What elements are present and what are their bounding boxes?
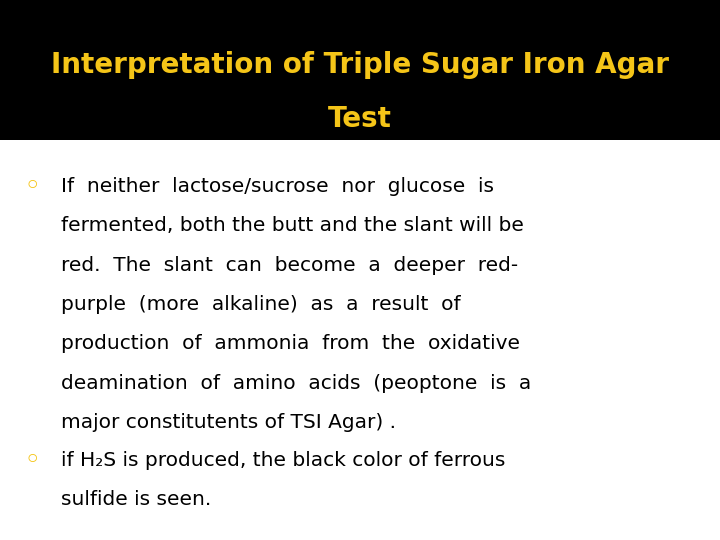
Text: purple  (more  alkaline)  as  a  result  of: purple (more alkaline) as a result of — [61, 295, 461, 314]
Text: Interpretation of Triple Sugar Iron Agar: Interpretation of Triple Sugar Iron Agar — [51, 51, 669, 79]
Text: deamination  of  amino  acids  (peoptone  is  a: deamination of amino acids (peoptone is … — [61, 374, 531, 393]
Text: red.  The  slant  can  become  a  deeper  red-: red. The slant can become a deeper red- — [61, 255, 518, 275]
Text: production  of  ammonia  from  the  oxidative: production of ammonia from the oxidative — [61, 334, 521, 354]
Text: major constitutents of TSI Agar) .: major constitutents of TSI Agar) . — [61, 413, 396, 433]
Text: ◦: ◦ — [24, 448, 40, 472]
Bar — [0, 0, 720, 140]
Text: ◦: ◦ — [24, 174, 40, 198]
Text: Test: Test — [328, 105, 392, 133]
Text: fermented, both the butt and the slant will be: fermented, both the butt and the slant w… — [61, 216, 524, 235]
Text: if H₂S is produced, the black color of ferrous: if H₂S is produced, the black color of f… — [61, 451, 505, 470]
Text: If  neither  lactose/sucrose  nor  glucose  is: If neither lactose/sucrose nor glucose i… — [61, 177, 494, 196]
Text: sulfide is seen.: sulfide is seen. — [61, 490, 212, 509]
